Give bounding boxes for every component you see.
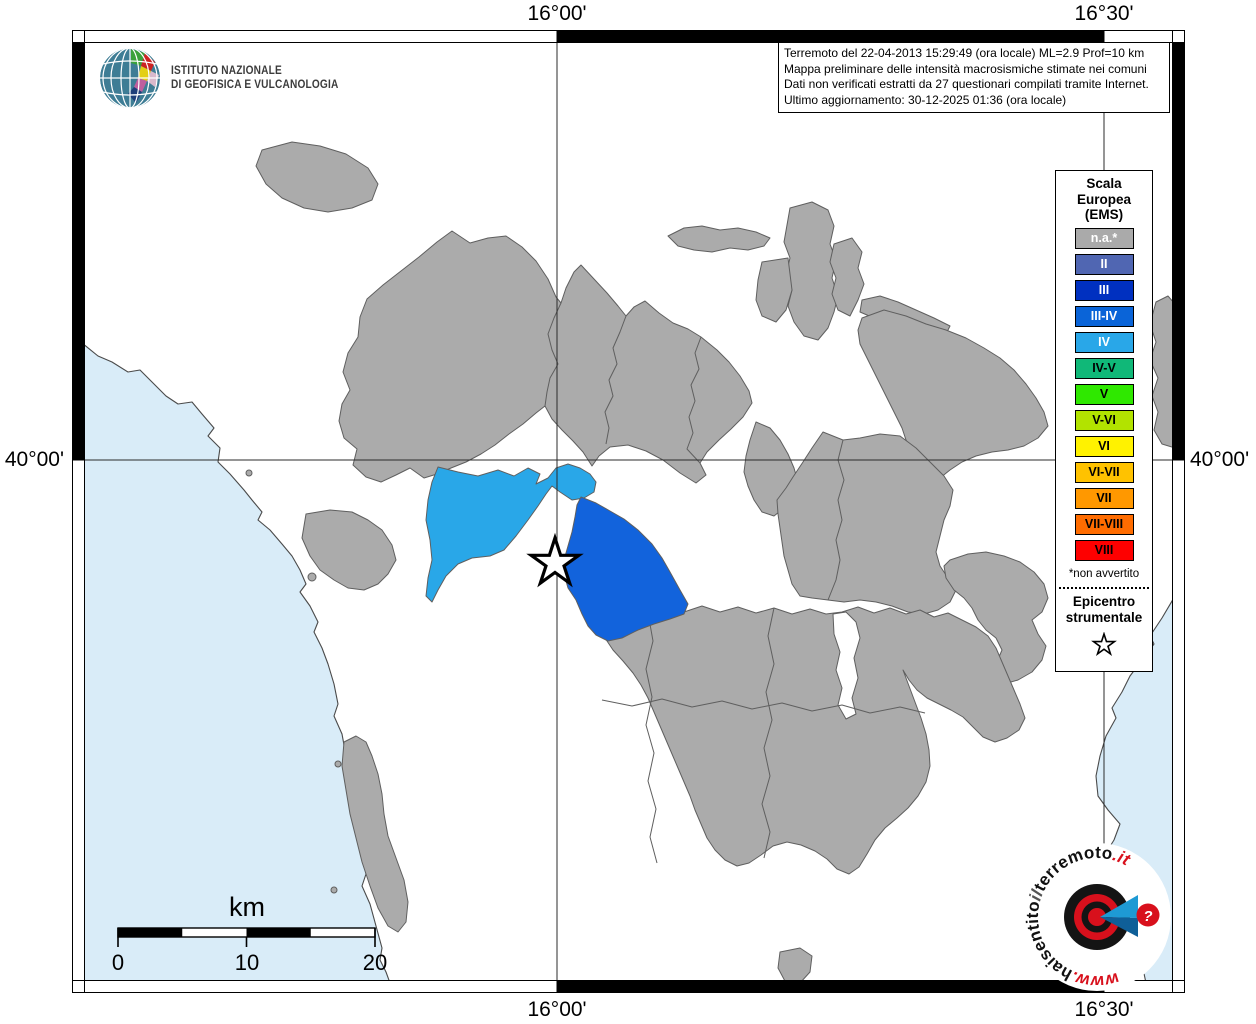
legend-title-line-1: Scala [1086,176,1122,191]
municipality-border [601,698,926,714]
municipality-na [1149,295,1173,448]
municipality-na [755,257,793,323]
axis-label-top-16-30: 16°30' [1074,2,1134,25]
legend-item-iii-iv: III-IV [1074,305,1134,327]
intensity-legend: Scala Europea (EMS) n.a.* II III III-IV IV IV… [1055,170,1153,672]
municipality-na-coastal [301,509,397,591]
event-info-line-4: Ultimo aggiornamento: 30-12-2025 01:36 (… [784,92,1067,107]
municipality-border [827,439,845,601]
axis-label-bottom-16-30: 16°30' [1074,998,1134,1021]
legend-item-n-a-: n.a.* [1074,227,1134,249]
watermark-cone-shadow-icon [1100,917,1138,937]
legend-item-vi-vii: VI-VII [1074,461,1134,483]
legend-item-vi: VI [1074,435,1134,457]
ingv-wordmark: ISTITUTO NAZIONALE DI GEOFISICA E VULCAN… [171,64,338,92]
legend-epicenter-label-2: strumentale [1065,609,1143,625]
legend-epicenter-label-1: Epicentro [1072,593,1136,609]
ingv-line1: ISTITUTO NAZIONALE [171,65,282,77]
islet [330,886,338,894]
municipality-border [686,336,702,464]
land-gap [832,611,861,720]
scale-tick-10: 10 [235,950,259,975]
islet [334,760,342,768]
legend-item-iii: III [1074,279,1134,301]
ingv-logo: ISTITUTO NAZIONALE DI GEOFISICA E VULCAN… [98,46,361,110]
municipality-na-coastal [341,735,409,933]
municipality-na [857,309,1049,479]
islet [245,469,253,477]
event-info-box: Terremoto del 22-04-2013 15:29:49 (ora l… [778,42,1170,113]
haisentitoilterremoto-watermark: ? www.haisentitoilterremoto.it [1023,843,1171,991]
ingv-line2: DI GEOFISICA E VULCANOLOGIA [171,79,339,91]
epicenter-star-icon [526,532,584,588]
municipality-na [255,141,379,213]
legend-item-vii: VII [1074,487,1134,509]
axis-label-left-40-00: 40°00' [4,448,64,471]
legend-divider [1059,586,1149,589]
watermark-www: www. [1068,967,1121,991]
legend-title-line-2: Europea [1076,191,1131,207]
watermark-cone-icon [1100,895,1138,918]
municipality-na [829,237,865,317]
municipality-na [777,947,813,981]
scale-bar: km 0 10 20 [112,892,387,975]
scale-bar-unit: km [229,892,265,922]
ingv-globe-icon [100,48,160,108]
scale-tick-0: 0 [112,950,124,975]
map-frame [72,30,1185,993]
legend-item-iv-v: IV-V [1074,357,1134,379]
scale-tick-20: 20 [363,950,387,975]
legend-item-v: V [1074,383,1134,405]
legend-item-viii: VIII [1074,539,1134,561]
legend-title-line-3: (EMS) [1084,207,1124,222]
municipality-na [667,225,771,253]
legend-items: n.a.* II III III-IV IV IV-V V V-VI VI VI-VII VII VI… [1056,227,1152,561]
axis-label-right-40-00: 40°00' [1190,448,1250,471]
islet [307,572,317,582]
epicenter-legend-star-icon [1091,630,1117,656]
event-info-line-1: Terremoto del 22-04-2013 15:29:49 (ora l… [784,46,1145,60]
axis-label-bottom-16-00: 16°00' [527,998,587,1021]
legend-item-iv: IV [1074,331,1134,353]
municipality-border [761,607,775,859]
legend-footnote: *non avvertito [1068,567,1140,580]
municipality-border [645,612,658,864]
municipality-na-cluster-south [598,605,1026,875]
municipality-na [776,431,957,615]
watermark-question-mark: ? [1143,908,1152,925]
event-info-line-3: Dati non verificati estratti da 27 quest… [784,77,1149,91]
watermark-bullseye-icon [1064,884,1130,950]
municipality-intensity-iii-iv [563,496,689,642]
municipality-na [943,551,1049,685]
municipality-border [604,315,627,445]
event-info-line-2: Mappa preliminare delle intensità macros… [784,61,1147,76]
watermark-question-badge [1136,903,1160,927]
legend-item-ii: II [1074,253,1134,275]
legend-item-vii-viii: VII-VIII [1074,513,1134,535]
legend-item-v-vi: V-VI [1074,409,1134,431]
sea-west [84,343,390,981]
municipality-intensity-iv [425,463,597,603]
municipality-na-cluster [338,230,753,484]
municipality-border [544,302,562,407]
axis-label-top-16-00: 16°00' [527,2,587,25]
